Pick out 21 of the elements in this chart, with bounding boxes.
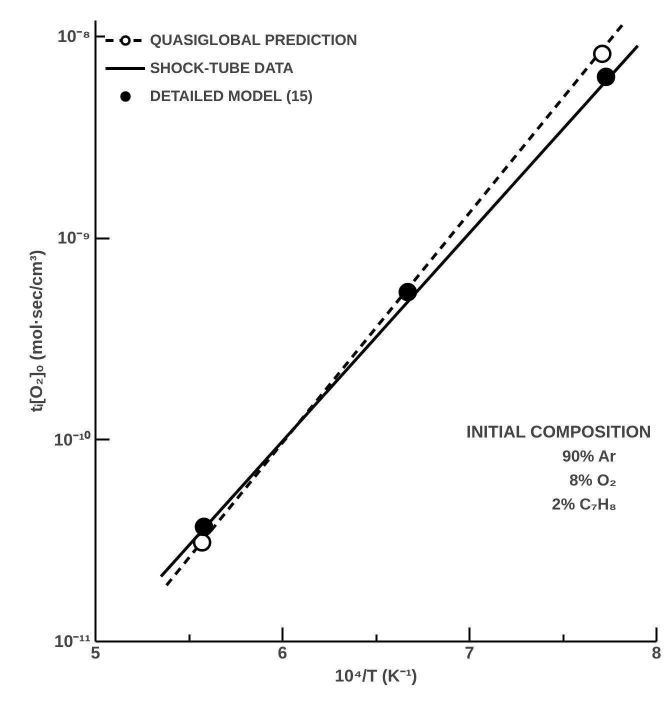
- x-tick-label: 5: [90, 644, 100, 662]
- point: [593, 44, 612, 64]
- y-tick-label: 10⁻⁹: [58, 228, 91, 248]
- legend-label: QUASIGLOBAL PREDICTION: [150, 32, 358, 48]
- legend-label: SHOCK-TUBE DATA: [150, 60, 294, 76]
- y-tick-label: 10⁻¹⁰: [54, 430, 91, 450]
- point: [398, 282, 418, 302]
- point: [596, 68, 616, 86]
- x-tick-label: 6: [278, 644, 288, 662]
- annotation: INITIAL COMPOSITION: [466, 422, 652, 442]
- y-axis-title: tᵢ[O₂]ₒ (mol·sec/cm³): [26, 250, 46, 412]
- y-tick-label: 10⁻⁸: [58, 26, 91, 46]
- legend-label: DETAILED MODEL (15): [150, 88, 313, 104]
- annotation: 90% Ar: [562, 448, 616, 466]
- y-tick-label: 10⁻¹¹: [54, 632, 91, 651]
- x-tick-label: 8: [652, 644, 662, 662]
- annotation: 8% O₂: [569, 472, 616, 490]
- point: [194, 518, 214, 536]
- annotation: 2% C₇H₈: [552, 496, 617, 514]
- x-tick-label: 7: [464, 644, 474, 662]
- x-axis-title: 10⁴/T (K⁻¹): [334, 666, 418, 686]
